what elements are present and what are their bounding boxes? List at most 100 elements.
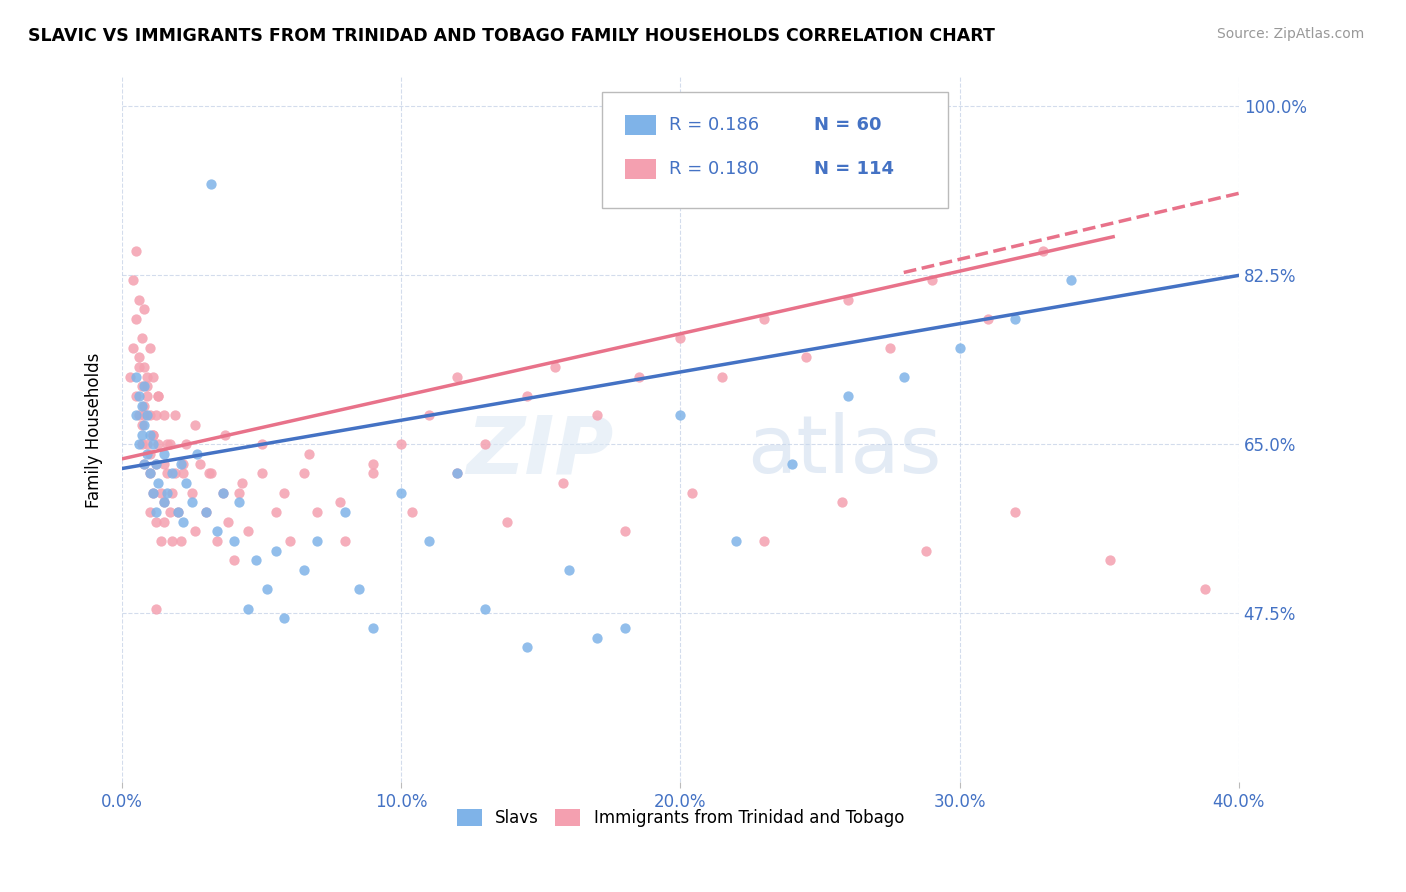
Point — [1032, 244, 1054, 259]
Point — [681, 485, 703, 500]
Point — [145, 457, 167, 471]
Point — [174, 475, 197, 490]
Point — [170, 457, 193, 471]
Point — [363, 621, 385, 635]
Text: atlas: atlas — [748, 412, 942, 490]
Point — [128, 409, 150, 423]
Point — [205, 533, 228, 548]
Point — [837, 389, 859, 403]
Point — [131, 399, 153, 413]
Point — [613, 524, 636, 539]
Point — [278, 533, 301, 548]
Point — [211, 485, 233, 500]
Point — [128, 351, 150, 365]
Point — [134, 418, 156, 433]
Point — [194, 505, 217, 519]
Point — [231, 475, 253, 490]
Point — [879, 341, 901, 355]
Point — [153, 457, 176, 471]
Point — [131, 427, 153, 442]
Point — [128, 437, 150, 451]
Point — [125, 409, 148, 423]
Text: N = 114: N = 114 — [814, 160, 894, 178]
Point — [256, 582, 278, 597]
Point — [139, 427, 162, 442]
Point — [134, 360, 156, 375]
Point — [153, 447, 176, 461]
Point — [156, 485, 179, 500]
Point — [292, 467, 315, 481]
Point — [125, 369, 148, 384]
Point — [1194, 582, 1216, 597]
Point — [128, 389, 150, 403]
Point — [145, 515, 167, 529]
Point — [915, 543, 938, 558]
Point — [131, 379, 153, 393]
Point — [134, 457, 156, 471]
Text: N = 60: N = 60 — [814, 116, 882, 134]
Text: SLAVIC VS IMMIGRANTS FROM TRINIDAD AND TOBAGO FAMILY HOUSEHOLDS CORRELATION CHAR: SLAVIC VS IMMIGRANTS FROM TRINIDAD AND T… — [28, 27, 995, 45]
Point — [159, 505, 181, 519]
Point — [754, 311, 776, 326]
Point — [921, 273, 943, 287]
Point — [148, 389, 170, 403]
Point — [128, 293, 150, 307]
Point — [167, 505, 190, 519]
Point — [148, 437, 170, 451]
Point — [711, 369, 734, 384]
Point — [172, 467, 194, 481]
Point — [120, 369, 142, 384]
Point — [150, 485, 173, 500]
Point — [446, 369, 468, 384]
Point — [544, 360, 567, 375]
Point — [205, 524, 228, 539]
Point — [162, 533, 184, 548]
Point — [292, 563, 315, 577]
Point — [335, 505, 357, 519]
Point — [165, 409, 187, 423]
Point — [725, 533, 748, 548]
Point — [122, 273, 145, 287]
Point — [142, 437, 165, 451]
Legend: Slavs, Immigrants from Trinidad and Tobago: Slavs, Immigrants from Trinidad and Toba… — [450, 803, 911, 834]
Point — [136, 409, 159, 423]
Y-axis label: Family Households: Family Households — [86, 352, 103, 508]
Point — [188, 457, 211, 471]
Point — [136, 369, 159, 384]
Point — [131, 331, 153, 345]
Point — [183, 524, 205, 539]
Point — [211, 485, 233, 500]
Point — [122, 341, 145, 355]
Point — [349, 582, 371, 597]
Point — [159, 437, 181, 451]
Point — [250, 437, 273, 451]
Point — [134, 409, 156, 423]
Point — [172, 457, 194, 471]
Point — [139, 447, 162, 461]
Point — [236, 524, 259, 539]
Point — [585, 409, 607, 423]
Point — [145, 457, 167, 471]
Text: ZIP: ZIP — [465, 412, 613, 490]
Bar — [624, 115, 655, 135]
Point — [125, 244, 148, 259]
Point — [125, 311, 148, 326]
Point — [174, 437, 197, 451]
Point — [669, 409, 692, 423]
Point — [150, 533, 173, 548]
Point — [496, 515, 519, 529]
Point — [553, 475, 575, 490]
Point — [214, 427, 236, 442]
Point — [134, 457, 156, 471]
Point — [142, 369, 165, 384]
Point — [446, 467, 468, 481]
Point — [131, 437, 153, 451]
Point — [976, 311, 998, 326]
Point — [194, 505, 217, 519]
Point — [627, 369, 650, 384]
Point — [136, 389, 159, 403]
Point — [153, 409, 176, 423]
Point — [418, 409, 440, 423]
Point — [298, 447, 321, 461]
Point — [1004, 505, 1026, 519]
